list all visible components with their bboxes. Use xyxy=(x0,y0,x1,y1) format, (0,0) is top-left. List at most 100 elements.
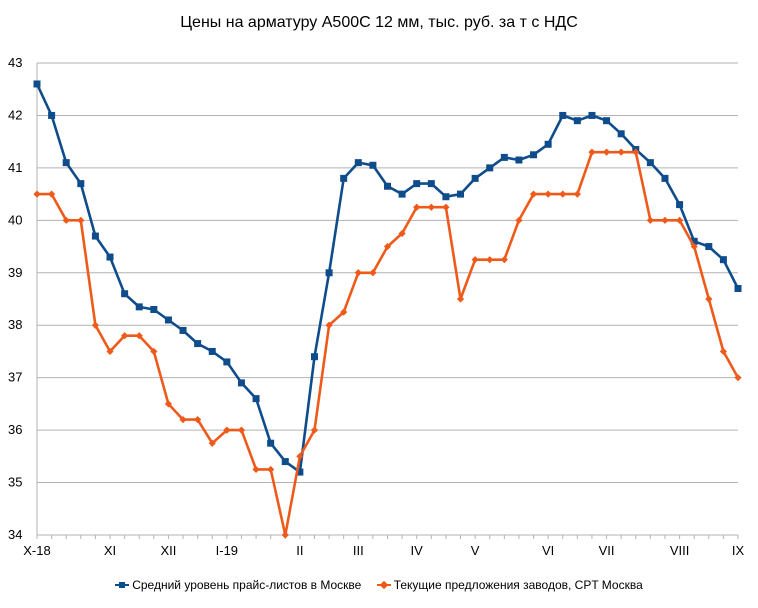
data-point xyxy=(135,332,143,340)
data-point xyxy=(223,358,231,366)
data-point xyxy=(267,465,275,474)
x-tick-label: X-18 xyxy=(23,543,50,558)
data-point xyxy=(77,180,85,188)
data-point xyxy=(194,416,202,424)
data-point xyxy=(530,151,538,159)
data-point xyxy=(690,237,698,245)
x-tick-label: IV xyxy=(411,543,424,558)
data-point xyxy=(121,290,129,298)
data-point xyxy=(588,111,596,119)
x-tick-label: III xyxy=(353,543,364,558)
data-point xyxy=(179,326,187,334)
data-point xyxy=(383,242,392,251)
x-tick-label: VIII xyxy=(670,543,690,558)
data-point xyxy=(588,148,596,156)
data-point xyxy=(237,426,246,434)
data-point xyxy=(603,117,611,125)
series-moscow-price-lists xyxy=(33,80,742,476)
series-factory-offers xyxy=(33,148,742,539)
data-point xyxy=(442,193,450,201)
data-point xyxy=(427,180,435,188)
data-point xyxy=(33,80,41,88)
data-point xyxy=(296,452,304,460)
data-point xyxy=(427,203,435,211)
data-point xyxy=(48,111,56,119)
data-point xyxy=(267,439,275,447)
data-point xyxy=(369,269,377,277)
data-point xyxy=(544,190,552,198)
data-point xyxy=(734,374,742,382)
data-point xyxy=(340,308,348,316)
data-point xyxy=(661,216,669,224)
data-point xyxy=(544,140,552,148)
data-point xyxy=(62,159,70,167)
legend: Средний уровень прайс-листов в Москве Те… xyxy=(0,578,758,593)
data-point xyxy=(384,182,391,190)
data-point xyxy=(150,305,158,313)
x-tick-label: VI xyxy=(542,543,554,558)
data-point xyxy=(164,400,173,408)
data-point xyxy=(194,340,202,348)
y-tick-label: 42 xyxy=(8,107,22,122)
data-point xyxy=(325,321,333,329)
data-point xyxy=(121,332,129,340)
data-point xyxy=(690,242,698,251)
x-tick-label: VII xyxy=(599,543,615,558)
data-point xyxy=(135,303,143,311)
legend-label: Текущие предложения заводов, CPT Москва xyxy=(393,578,643,592)
x-tick-label: IX xyxy=(732,543,745,558)
data-point xyxy=(500,153,508,161)
data-point xyxy=(617,130,625,138)
data-point xyxy=(281,458,289,466)
data-point xyxy=(471,174,479,182)
data-point xyxy=(252,465,260,474)
data-point xyxy=(646,159,654,167)
y-tick-label: 36 xyxy=(8,422,22,437)
data-point xyxy=(413,180,421,188)
data-point xyxy=(486,256,494,264)
legend-label: Средний уровень прайс-листов в Москве xyxy=(132,578,362,592)
data-point xyxy=(515,156,523,164)
x-tick-label: XII xyxy=(160,543,176,558)
data-point xyxy=(559,111,567,119)
x-tick-label: V xyxy=(471,543,480,558)
data-point xyxy=(150,347,158,356)
data-point xyxy=(208,439,216,447)
data-point xyxy=(456,295,465,303)
data-point xyxy=(325,269,333,277)
data-point xyxy=(602,148,611,156)
data-point xyxy=(413,203,421,211)
y-tick-label: 43 xyxy=(8,55,22,70)
y-tick-label: 39 xyxy=(8,265,22,280)
data-point xyxy=(106,347,114,356)
data-point xyxy=(500,256,508,264)
data-point xyxy=(705,243,713,251)
chart-title: Цены на арматуру А500С 12 мм, тыс. руб. … xyxy=(180,14,578,31)
data-point xyxy=(91,232,99,240)
data-point xyxy=(340,174,348,182)
data-point xyxy=(617,148,625,156)
y-tick-label: 41 xyxy=(8,160,22,175)
data-point xyxy=(252,395,260,403)
data-point xyxy=(559,190,567,198)
data-point xyxy=(281,531,289,539)
data-point xyxy=(719,347,727,356)
data-point xyxy=(646,216,654,224)
data-point xyxy=(573,190,581,198)
data-point xyxy=(223,426,231,434)
data-point xyxy=(398,190,406,198)
y-tick-label: 35 xyxy=(8,475,22,490)
data-point xyxy=(310,353,318,361)
data-point xyxy=(296,468,304,476)
x-tick-label: I-19 xyxy=(216,543,238,558)
data-point xyxy=(208,347,216,355)
data-point xyxy=(719,256,727,264)
data-point xyxy=(398,229,406,238)
x-tick-label: XI xyxy=(104,543,116,558)
data-point xyxy=(676,201,684,209)
data-point xyxy=(515,216,523,224)
data-point xyxy=(354,269,362,277)
data-point xyxy=(33,190,41,198)
